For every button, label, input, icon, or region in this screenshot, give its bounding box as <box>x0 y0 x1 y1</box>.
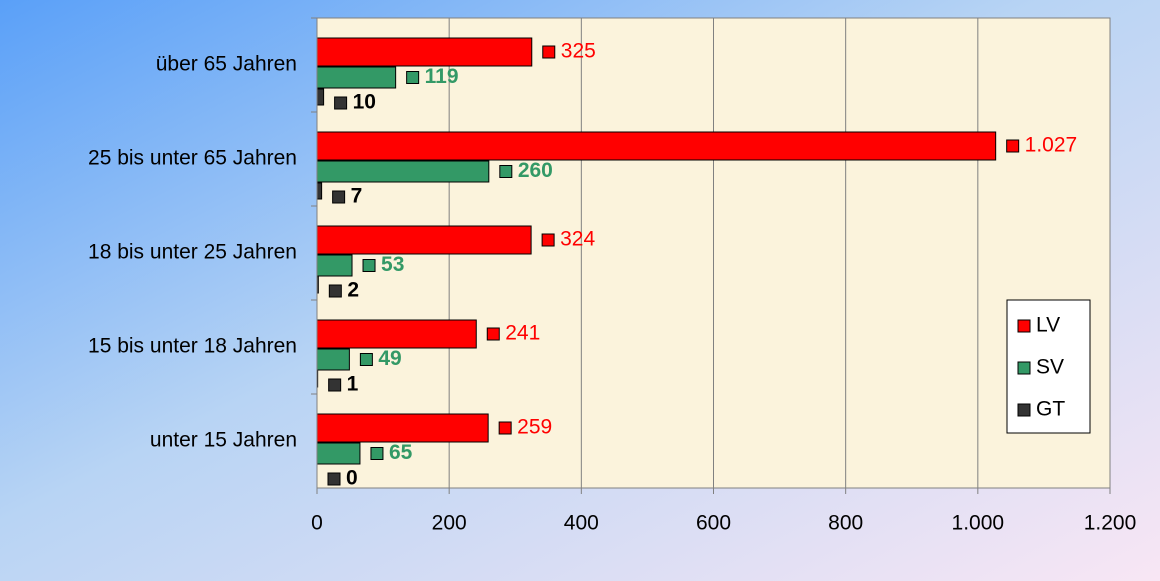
label-key <box>327 472 341 486</box>
x-tick-label: 1.200 <box>1084 512 1137 535</box>
bar <box>316 319 477 349</box>
bar <box>316 37 533 67</box>
data-label: 325 <box>561 40 596 63</box>
data-label: 260 <box>518 159 553 182</box>
label-key <box>541 233 555 247</box>
bar <box>316 413 489 443</box>
bar <box>316 131 997 161</box>
y-tick-label: 18 bis unter 25 Jahren <box>88 241 297 264</box>
label-key <box>498 421 512 435</box>
label-key <box>328 284 342 298</box>
legend-key <box>1017 361 1031 375</box>
data-label: 10 <box>353 91 376 114</box>
bar <box>316 160 490 183</box>
x-tick-label: 200 <box>432 512 467 535</box>
y-tick-label: 15 bis unter 18 Jahren <box>88 335 297 358</box>
data-label: 7 <box>351 185 363 208</box>
x-tick-label: 600 <box>696 512 731 535</box>
legend-label: GT <box>1036 398 1065 421</box>
bar <box>316 88 325 106</box>
label-key <box>486 327 500 341</box>
data-label: 259 <box>517 416 552 439</box>
x-tick-label: 400 <box>564 512 599 535</box>
label-key <box>1006 139 1020 153</box>
label-key <box>332 190 346 204</box>
data-label: 1 <box>347 373 359 396</box>
bar <box>316 442 361 465</box>
bar <box>316 348 350 371</box>
legend-label: LV <box>1036 314 1060 337</box>
label-key <box>328 378 342 392</box>
legend-label: SV <box>1036 356 1064 379</box>
x-tick-label: 0 <box>311 512 323 535</box>
data-label: 2 <box>347 279 359 302</box>
label-key <box>499 165 513 178</box>
data-label: 1.027 <box>1025 134 1078 157</box>
legend-key <box>1017 403 1031 417</box>
data-label: 65 <box>389 441 413 464</box>
y-tick-label: unter 15 Jahren <box>150 429 297 452</box>
label-key <box>406 71 420 84</box>
y-tick-label: 25 bis unter 65 Jahren <box>88 147 297 170</box>
bar <box>316 254 353 277</box>
data-label: 49 <box>378 347 401 370</box>
label-key <box>362 259 376 272</box>
x-tick-label: 800 <box>828 512 863 535</box>
y-tick-label: über 65 Jahren <box>156 53 297 76</box>
bar <box>316 182 323 200</box>
data-label: 241 <box>505 322 540 345</box>
data-label: 0 <box>346 467 358 490</box>
label-key <box>359 353 373 366</box>
data-label: 119 <box>425 65 459 88</box>
data-label: 53 <box>381 253 404 276</box>
legend-key <box>1017 319 1031 333</box>
label-key <box>334 96 348 110</box>
label-key <box>542 45 556 59</box>
label-key <box>370 447 384 460</box>
bar <box>316 66 397 89</box>
data-label: 324 <box>560 228 595 251</box>
x-tick-label: 1.000 <box>952 512 1005 535</box>
bar <box>316 225 532 255</box>
